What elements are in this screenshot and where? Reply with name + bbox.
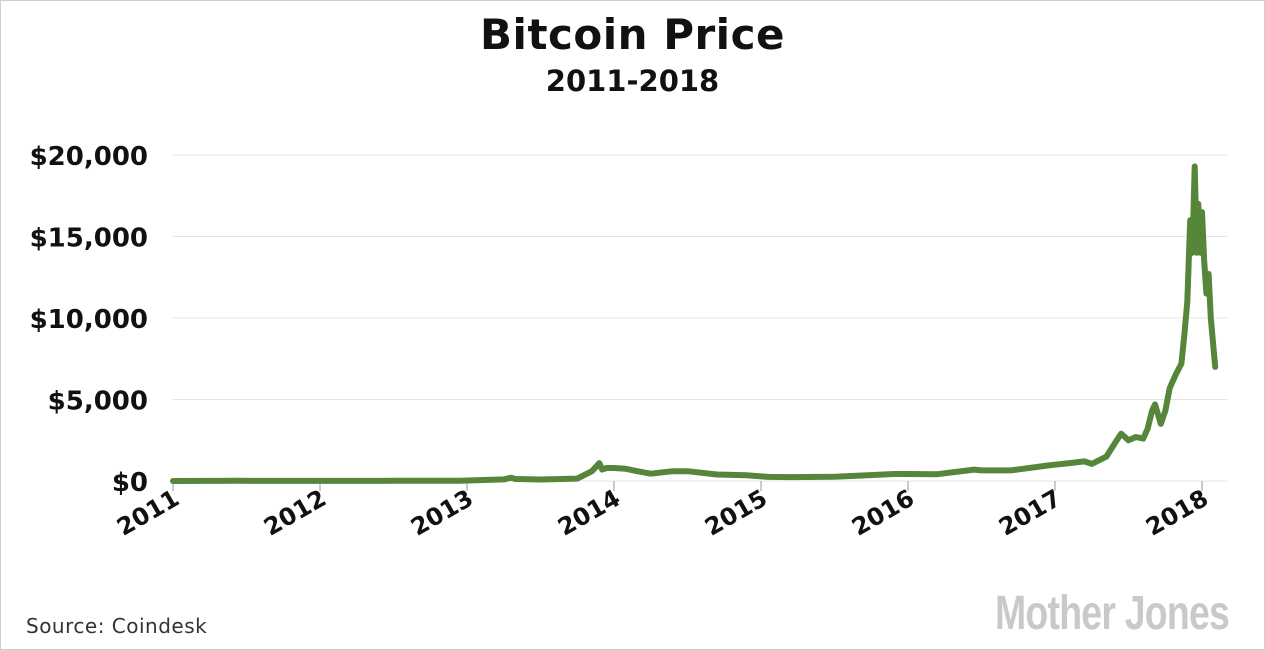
mother-jones-logo: Mother Jones: [994, 587, 1230, 640]
x-tick-label: 2012: [259, 484, 331, 542]
grid-lines: [173, 154, 1227, 482]
chart-title: Bitcoin Price: [480, 10, 785, 59]
y-tick-label: $0: [112, 468, 148, 498]
x-tick-label: 2018: [1141, 484, 1213, 542]
y-axis-ticks: $0 $5,000 $10,000 $15,000 $20,000: [30, 142, 148, 498]
y-tick-label: $10,000: [30, 305, 148, 335]
price-line: [170, 163, 1219, 484]
y-tick-label: $15,000: [30, 224, 148, 254]
y-tick-label: $5,000: [48, 387, 148, 417]
chart-subtitle: 2011-2018: [545, 64, 720, 98]
x-tick-label: 2016: [847, 484, 919, 542]
x-tick-label: 2014: [553, 484, 625, 542]
x-axis-ticks: 2011 2012 2013 2014 2015 2016 2017 2018: [112, 481, 1213, 542]
x-tick-label: 2017: [994, 484, 1066, 542]
x-tick-label: 2013: [406, 484, 478, 542]
y-tick-label: $20,000: [30, 142, 148, 172]
series-layer: [170, 163, 1219, 484]
source-note: Source: Coindesk: [26, 614, 208, 638]
x-tick-label: 2015: [700, 484, 772, 542]
